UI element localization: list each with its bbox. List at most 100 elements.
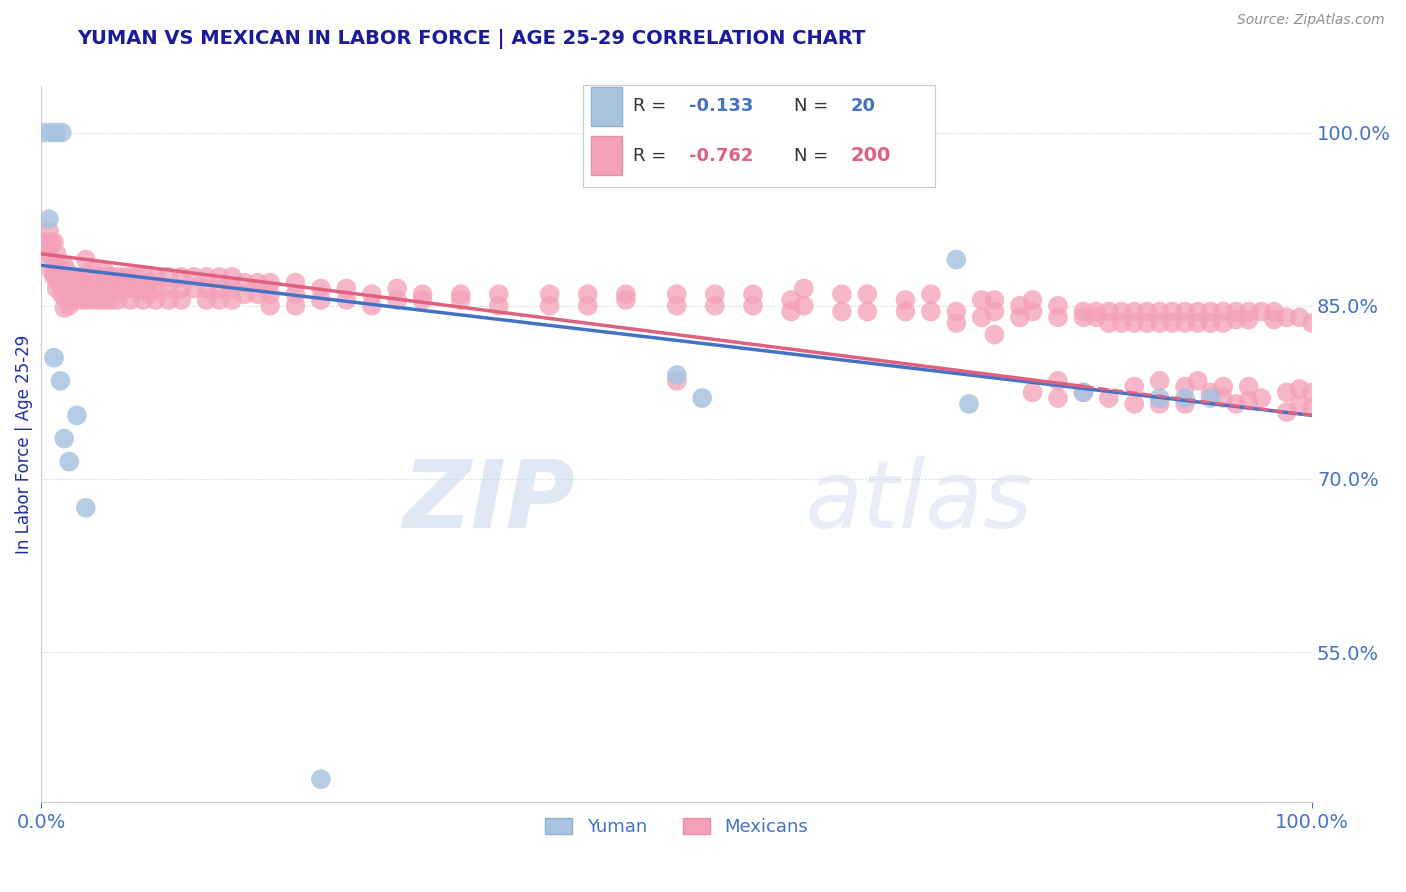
Point: [920, 287, 942, 301]
Point: [45, 126, 67, 140]
Point: [1187, 374, 1209, 388]
Point: [742, 299, 765, 313]
Point: [1288, 398, 1310, 412]
Point: [112, 281, 135, 295]
Point: [41, 264, 63, 278]
Point: [1098, 316, 1121, 330]
Point: [51, 126, 73, 140]
Point: [1301, 401, 1323, 415]
Point: [107, 293, 129, 307]
Point: [690, 391, 713, 405]
Point: [170, 269, 193, 284]
Point: [614, 287, 637, 301]
Point: [38, 224, 60, 238]
Point: [1161, 304, 1184, 318]
Point: [1123, 304, 1146, 318]
Point: [1187, 316, 1209, 330]
Point: [45, 269, 67, 284]
Point: [53, 289, 76, 303]
Point: [125, 281, 148, 295]
Point: [62, 281, 84, 295]
Point: [309, 281, 332, 295]
Point: [1275, 310, 1298, 325]
Point: [665, 374, 688, 388]
Point: [58, 269, 80, 284]
Text: ZIP: ZIP: [402, 456, 575, 548]
Point: [1174, 304, 1197, 318]
Point: [221, 281, 243, 295]
Point: [259, 287, 281, 301]
Point: [1021, 293, 1043, 307]
Text: N =: N =: [794, 146, 834, 164]
Point: [856, 287, 879, 301]
Point: [488, 287, 510, 301]
Point: [1021, 304, 1043, 318]
Point: [82, 269, 104, 284]
Point: [309, 772, 332, 787]
Point: [488, 299, 510, 313]
Point: [576, 299, 599, 313]
Point: [259, 276, 281, 290]
Point: [1098, 391, 1121, 405]
Point: [1199, 304, 1222, 318]
Point: [42, 351, 65, 365]
Point: [1085, 310, 1108, 325]
Point: [1149, 374, 1171, 388]
Text: R =: R =: [633, 146, 672, 164]
Point: [703, 287, 725, 301]
Point: [69, 281, 91, 295]
FancyBboxPatch shape: [591, 87, 621, 126]
Point: [1263, 312, 1285, 326]
Point: [945, 252, 967, 267]
Point: [120, 281, 142, 295]
Point: [665, 368, 688, 382]
Point: [75, 500, 97, 515]
Point: [1187, 304, 1209, 318]
Point: [221, 293, 243, 307]
Point: [100, 269, 122, 284]
Point: [195, 281, 218, 295]
Point: [51, 287, 73, 301]
Point: [233, 276, 256, 290]
Point: [742, 287, 765, 301]
Point: [1174, 391, 1197, 405]
Point: [665, 287, 688, 301]
Point: [614, 293, 637, 307]
Point: [125, 269, 148, 284]
Point: [1149, 304, 1171, 318]
Point: [920, 304, 942, 318]
Point: [94, 293, 117, 307]
Point: [1237, 312, 1260, 326]
Point: [41, 235, 63, 250]
Legend: Yuman, Mexicans: Yuman, Mexicans: [538, 811, 815, 843]
Point: [970, 293, 993, 307]
Point: [183, 281, 205, 295]
Point: [49, 374, 72, 388]
Point: [69, 293, 91, 307]
Point: [1046, 391, 1069, 405]
Point: [538, 299, 561, 313]
Point: [945, 304, 967, 318]
Point: [58, 287, 80, 301]
Point: [360, 287, 382, 301]
Point: [1212, 316, 1234, 330]
Point: [75, 269, 97, 284]
Point: [170, 281, 193, 295]
Point: [831, 287, 853, 301]
Point: [1111, 316, 1133, 330]
Point: [132, 293, 155, 307]
Point: [1225, 304, 1247, 318]
Point: [157, 269, 180, 284]
Point: [1275, 405, 1298, 419]
Point: [1123, 379, 1146, 393]
Point: [1174, 397, 1197, 411]
Point: [138, 287, 160, 301]
Point: [412, 293, 434, 307]
Text: -0.133: -0.133: [689, 97, 754, 115]
Point: [412, 287, 434, 301]
Point: [1123, 316, 1146, 330]
Point: [284, 276, 307, 290]
Point: [120, 269, 142, 284]
Point: [259, 299, 281, 313]
Point: [132, 281, 155, 295]
